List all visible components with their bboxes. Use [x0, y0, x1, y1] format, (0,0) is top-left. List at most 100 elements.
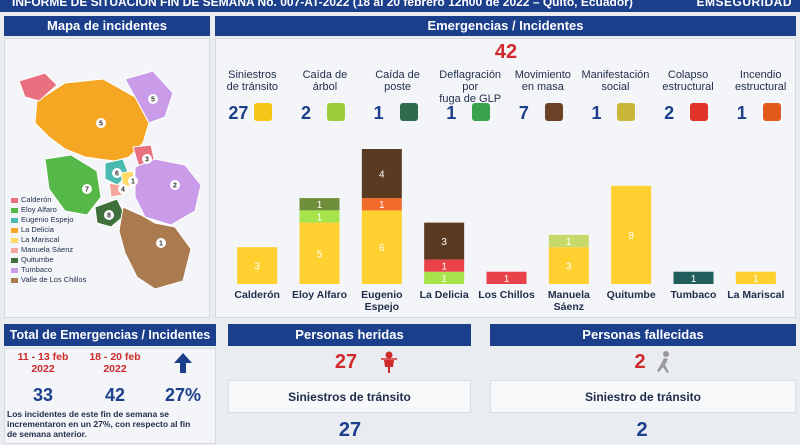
emergencies-panel: 42 Siniestros de tránsito 27 Caída de árbol 2…: [215, 38, 796, 318]
map-zone-eloy-alfaro: [44, 154, 102, 216]
chart-x-label: Tumbaco: [670, 289, 717, 301]
injured-cause-count: 27: [338, 419, 362, 441]
category-label: Colapso estructural: [662, 69, 714, 93]
protest-icon: [617, 103, 636, 121]
chart-bar-segment: [424, 222, 465, 260]
fire-icon: [762, 103, 781, 121]
chart-data-label: 1: [504, 274, 510, 285]
injured-count: 27: [334, 351, 358, 373]
map-label-la-mariscal: 1: [131, 179, 135, 186]
map-label-valle-chillos: 1: [159, 241, 163, 248]
map-label-eugenio-espejo: 6: [115, 171, 119, 178]
category-label: Manifestación social: [581, 69, 650, 93]
chart-x-label: Los Chillos: [478, 289, 535, 301]
change-value: 27%: [164, 385, 202, 405]
chart-x-label: La Mariscal: [727, 289, 785, 301]
totals-note: Los incidentes de este fin de semana se i…: [7, 409, 191, 439]
map-label-manuela-saenz: 4: [121, 187, 125, 194]
category-count: 2: [664, 103, 675, 123]
report-title: INFORME DE SITUACIÓN FIN DE SEMANA No. 0…: [12, 0, 633, 9]
totals-header: Total de Emergencias / Incidentes: [4, 324, 216, 346]
chart-bar-segment: [611, 185, 652, 284]
legend-item-la-delicia: La Delicia: [11, 225, 54, 234]
chart-bar-segment: [361, 210, 402, 284]
category-label: Caída de árbol: [302, 69, 348, 93]
chart-data-label: 3: [441, 237, 447, 248]
chart-bar-segment: [299, 222, 340, 284]
chart-bar-segment: [548, 234, 589, 248]
chart-x-label: Eugenio Espejo: [361, 289, 403, 313]
legend-item-valle-chillos: Valle de Los Chillos: [11, 275, 86, 284]
arrow-up-icon: [174, 353, 192, 373]
map-title: Mapa de incidentes: [47, 18, 167, 33]
chart-x-label: Quitumbe: [606, 289, 656, 301]
chart-bar-segment: [361, 198, 402, 211]
map-zone-valle-chillos: [118, 206, 192, 290]
category-label: Caída de poste: [375, 69, 420, 93]
chart-bar-segment: [486, 271, 527, 284]
legend-item-calderon: Calderón: [11, 195, 51, 204]
period-2-label: 18 - 20 feb 2022: [89, 351, 141, 375]
chart-bar-segment: [299, 210, 340, 223]
map-header: Mapa de incidentes: [4, 16, 210, 36]
chart-data-label: 1: [441, 274, 447, 285]
chart-bar-segment: [548, 247, 589, 284]
legend-item-eloy-alfaro: Eloy Alfaro: [11, 205, 57, 214]
emergencies-header: Emergencias / Incidentes: [215, 16, 796, 36]
category-count: 7: [518, 103, 529, 123]
chart-bar-segment: [673, 271, 714, 284]
period-1-label: 11 - 13 feb 2022: [17, 351, 69, 375]
deceased-cause-count: 2: [636, 419, 648, 441]
period-1-value: 33: [32, 385, 54, 405]
legend-item-quitumbe: Quitumbe: [11, 255, 54, 264]
chart-data-label: 1: [441, 262, 447, 273]
pole-icon: [399, 103, 418, 121]
chart-data-label: 5: [317, 249, 323, 260]
chart-data-label: 6: [379, 243, 385, 254]
chart-data-label: 8: [628, 231, 634, 242]
report-header: INFORME DE SITUACIÓN FIN DE SEMANA No. 0…: [0, 0, 800, 12]
totals-panel: 11 - 13 feb 2022 18 - 20 feb 2022 33 42 27…: [4, 348, 216, 444]
injured-person-icon: [381, 351, 397, 373]
house-fire-icon: [472, 103, 491, 121]
chart-x-label: Manuela Sáenz: [547, 289, 590, 313]
legend-item-manuela-saenz: Manuela Sáenz: [11, 245, 73, 254]
map-zone-tumbaco: [134, 158, 202, 226]
chart-data-label: 1: [753, 274, 759, 285]
category-count: 2: [300, 103, 311, 123]
chart-bar-segment: [299, 198, 340, 211]
category-count: 1: [591, 103, 602, 123]
map-zone-calderon-north: [18, 72, 58, 102]
map-label-tumbaco: 2: [173, 183, 177, 190]
chart-bar-segment: [424, 259, 465, 272]
injured-header: Personas heridas: [228, 324, 471, 346]
car-crash-icon: [254, 103, 273, 121]
chart-bar-segment: [237, 247, 278, 284]
map-label-northeast: 5: [151, 97, 155, 104]
collapse-icon: [690, 103, 709, 121]
category-label: Incendio estructural: [735, 69, 787, 93]
chart-data-label: 4: [379, 170, 385, 181]
map-label-calderon: 3: [145, 157, 149, 164]
totals-title: Total de Emergencias / Incidentes: [9, 328, 211, 342]
chart-data-label: 1: [691, 274, 697, 285]
brand-logo: EMSEGURIDAD: [696, 0, 792, 9]
legend-item-la-mariscal: La Mariscal: [11, 235, 59, 244]
chart-bar-segment: [735, 271, 776, 284]
period-2-value: 42: [104, 385, 126, 405]
emergencies-total: 42: [494, 41, 518, 63]
category-count: 1: [446, 103, 457, 123]
injured-title: Personas heridas: [295, 327, 404, 342]
map-label-eloy-alfaro: 7: [85, 187, 89, 194]
chart-data-label: 3: [566, 262, 572, 273]
deceased-header: Personas fallecidas: [490, 324, 796, 346]
landslide-icon: [544, 103, 563, 121]
chart-data-label: 1: [317, 213, 323, 224]
deceased-count: 2: [634, 351, 646, 373]
emergencies-title: Emergencias / Incidentes: [427, 18, 584, 33]
category-count: 27: [228, 103, 249, 123]
deceased-person-icon: [657, 351, 669, 373]
deceased-cause: Siniestro de tránsito: [584, 390, 702, 404]
chart-data-label: 1: [379, 200, 385, 211]
